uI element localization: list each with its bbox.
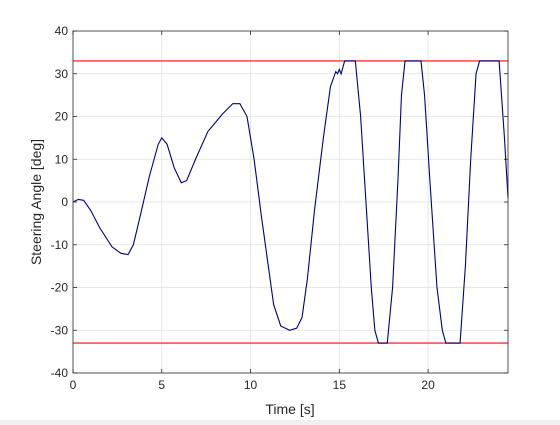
- x-tick-label: 10: [244, 378, 258, 392]
- y-tick-label: 40: [55, 24, 69, 38]
- ticks: [72, 30, 508, 374]
- y-axis-label: Steering Angle [deg]: [28, 139, 44, 265]
- grid: [73, 31, 508, 373]
- y-tick-label: -10: [51, 238, 69, 252]
- series-line: [72, 60, 509, 344]
- y-tick-label: -40: [51, 366, 69, 380]
- y-tick-label: -30: [51, 323, 69, 337]
- y-tick-label: 0: [61, 195, 68, 209]
- y-tick-label: -20: [51, 281, 69, 295]
- tick-labels: 0 5 10 15 20 -40 -30 -20 -10 0 10 20 30 40: [51, 24, 435, 392]
- limit-lines: [73, 60, 508, 344]
- y-tick-label: 10: [55, 152, 69, 166]
- x-tick-label: 0: [70, 378, 77, 392]
- x-tick-label: 5: [158, 378, 165, 392]
- x-axis-label: Time [s]: [265, 401, 314, 417]
- x-tick-label: 15: [333, 378, 347, 392]
- y-tick-label: 30: [55, 67, 69, 81]
- y-tick-label: 20: [55, 110, 69, 124]
- x-tick-label: 20: [421, 378, 435, 392]
